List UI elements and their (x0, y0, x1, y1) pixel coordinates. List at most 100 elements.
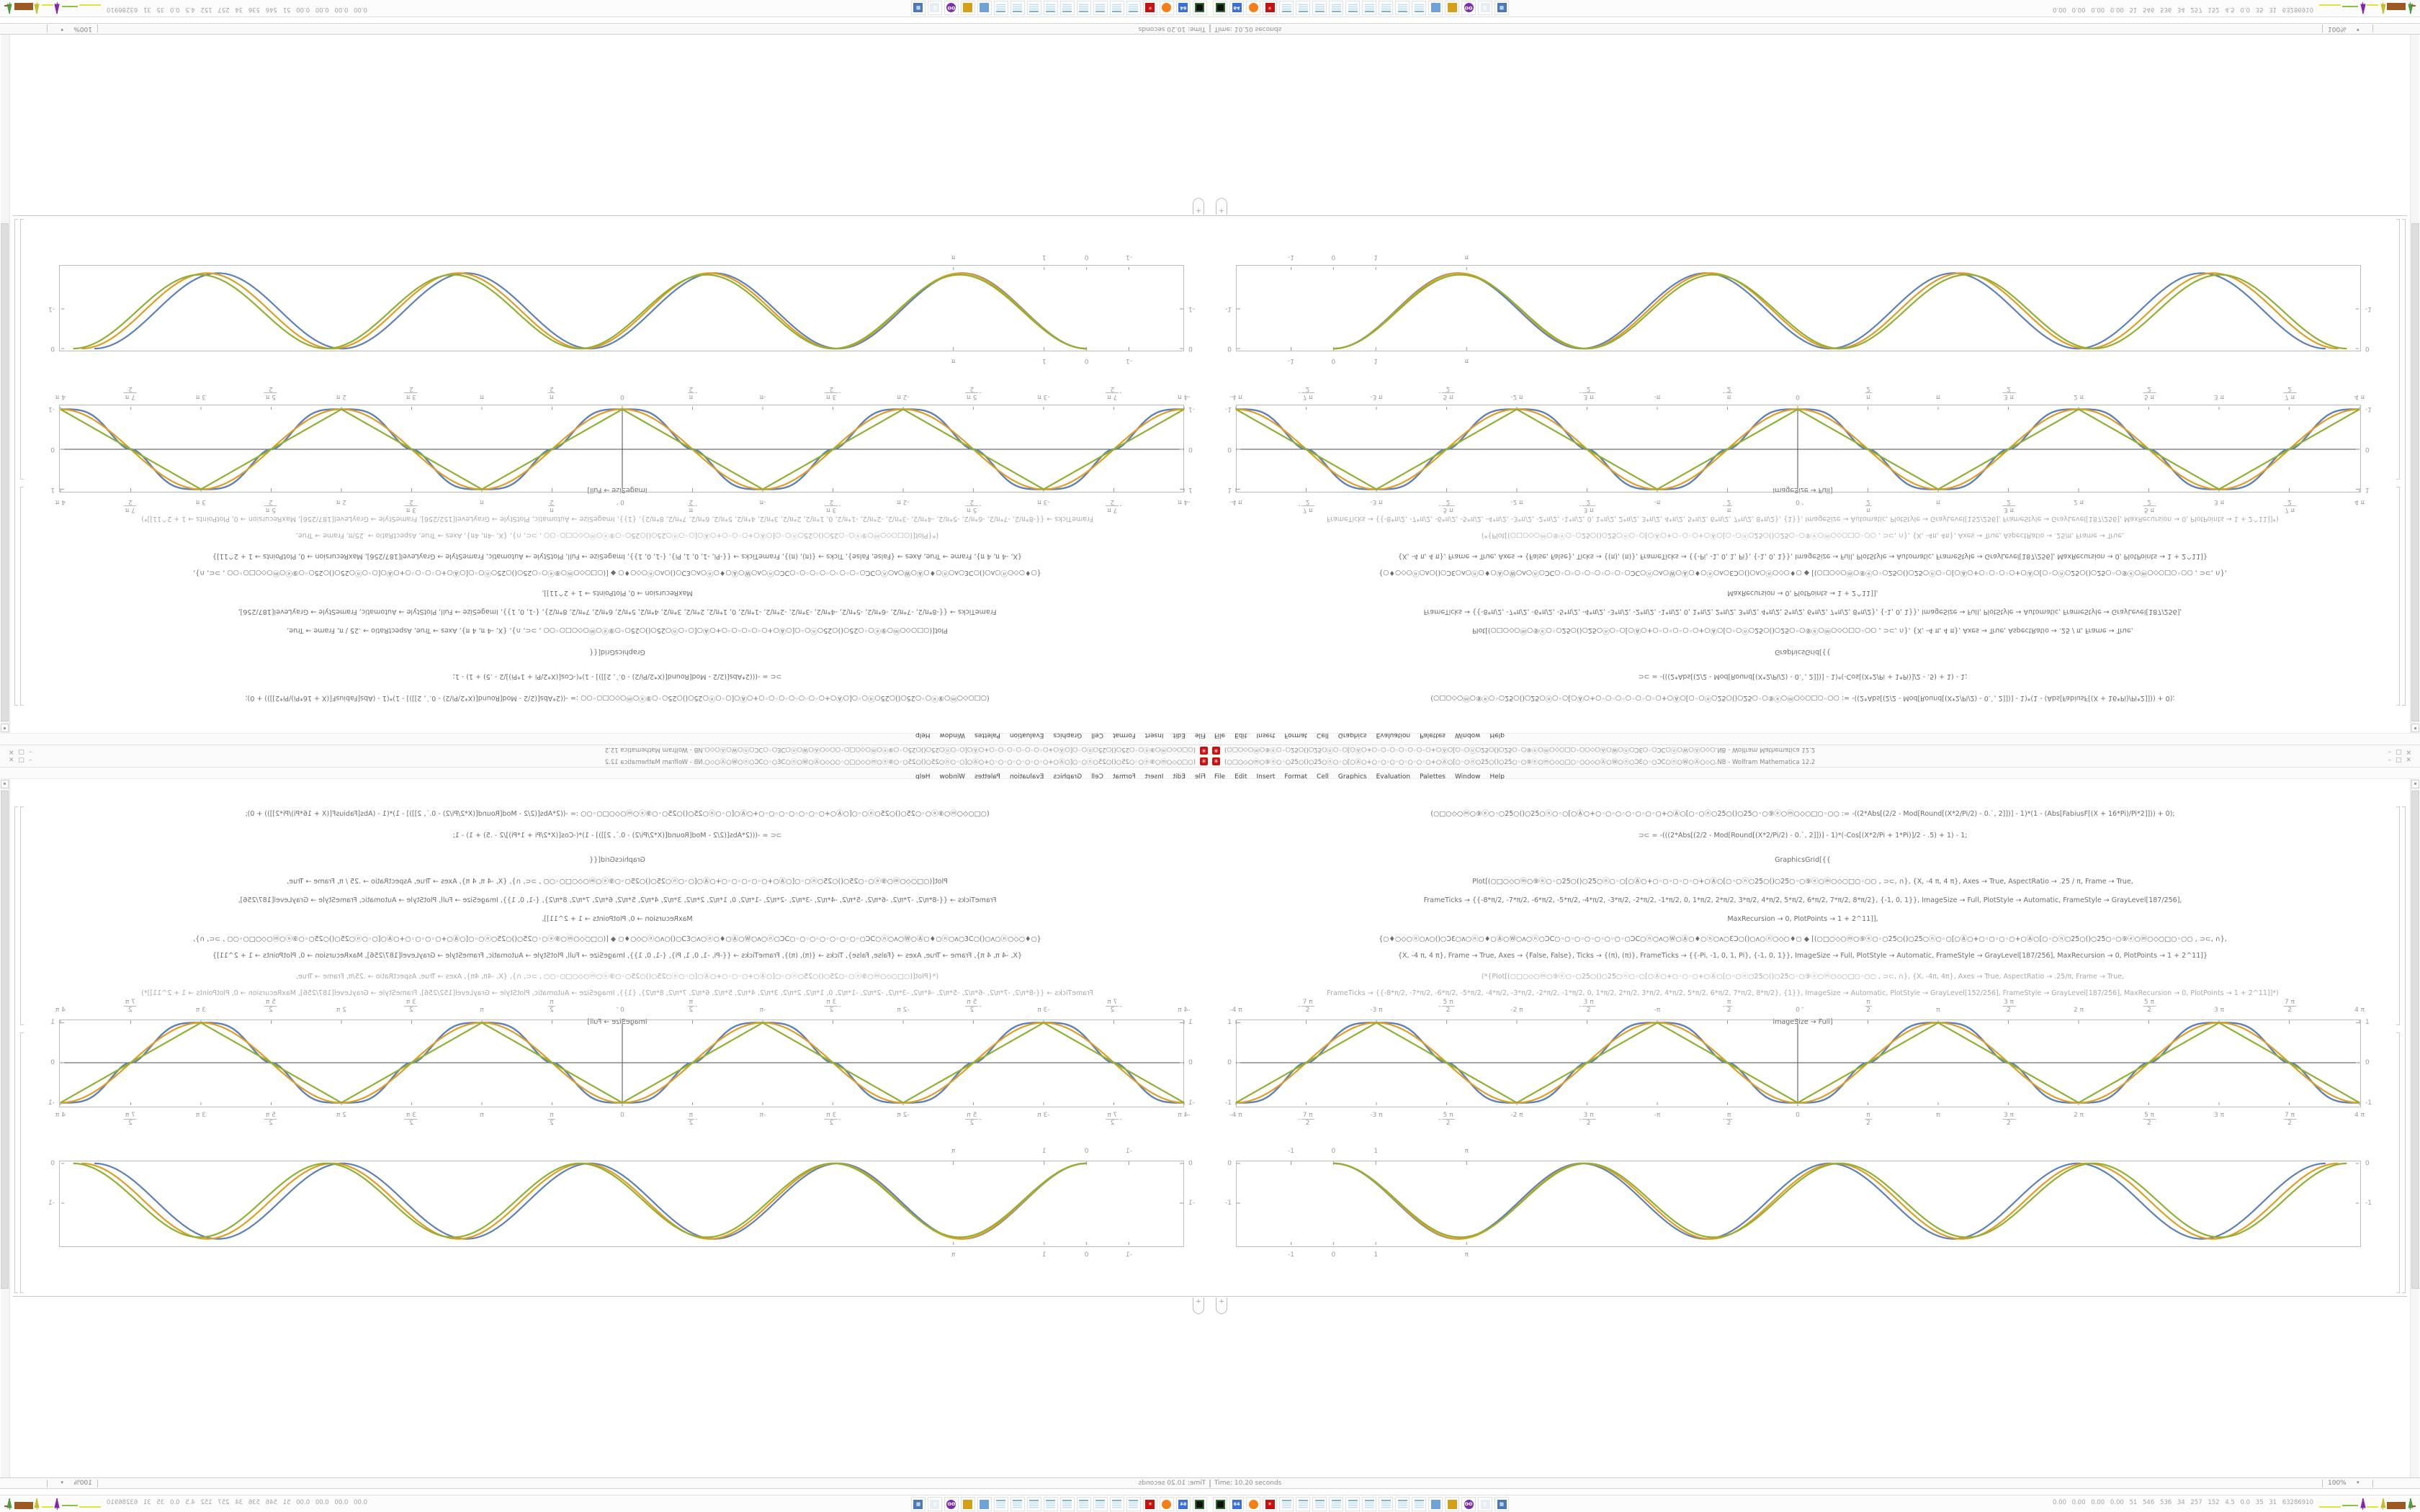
menu-item-insert[interactable]: Insert (1256, 773, 1276, 780)
window-title-bar[interactable]: ✳ (○□○◇○ⓜ○⑨ⓔ○◦○25○()○25○ⓝ○◦○[○Ⓐ○+○◦○◦○◦○… (1210, 756, 2420, 768)
notepad-icon[interactable] (1110, 1, 1124, 15)
notepad-icon[interactable] (1379, 1497, 1393, 1511)
scrollbar-up-icon[interactable]: ▪ (1, 780, 9, 788)
minimize-button[interactable]: – (24, 748, 32, 755)
scroll-icon[interactable]: ≣ (1478, 1497, 1492, 1511)
menu-item-format[interactable]: Format (1284, 773, 1308, 780)
folder-icon[interactable] (961, 1, 975, 15)
mathematica-icon[interactable]: ✳ (1263, 1, 1277, 15)
folder-icon[interactable] (1445, 1497, 1459, 1511)
menu-item-help[interactable]: Help (1489, 773, 1505, 780)
cell-bracket-output[interactable] (2396, 1032, 2400, 1293)
minimize-button[interactable]: – (2388, 757, 2396, 764)
cell-insertion-plus-icon[interactable]: + (1193, 198, 1204, 215)
monitor-icon[interactable] (977, 1, 992, 15)
cell-insertion-plus-icon[interactable]: + (1216, 1297, 1227, 1314)
notepad-icon[interactable] (1044, 1, 1058, 15)
notepad-icon[interactable] (1126, 1, 1141, 15)
notepad-icon[interactable] (994, 1497, 1008, 1511)
monitor-icon[interactable] (977, 1497, 992, 1511)
floppy-64-icon[interactable]: 64 (1229, 1497, 1244, 1511)
mathematica-icon[interactable]: ✳ (1263, 1497, 1277, 1511)
maximize-button[interactable]: ▢ (2395, 748, 2406, 755)
notepad-icon[interactable] (1345, 1497, 1360, 1511)
notepad-icon[interactable] (1412, 1497, 1426, 1511)
monitor-icon[interactable] (1428, 1497, 1443, 1511)
zoom-level-value[interactable]: 100% (73, 25, 92, 32)
cell-insertion-line[interactable] (13, 1296, 1210, 1297)
notepad-icon[interactable] (1027, 1497, 1041, 1511)
mathematica-icon[interactable]: ✳ (1143, 1497, 1157, 1511)
scroll-icon[interactable]: ≣ (928, 1, 942, 15)
floppy-64-icon[interactable]: 64 (1229, 1, 1244, 15)
gameboy-emulator-icon[interactable] (1193, 1, 1207, 15)
notebook-scrollbar[interactable]: ▪ (2410, 35, 2419, 733)
code-line[interactable]: (○□○◇○ⓜ○⑨ⓔ○◦○25○()○25○ⓝ○◦○[○Ⓐ○+○◦○◦○◦○◦○… (1430, 810, 2175, 818)
code-line[interactable]: {○♦○◇○ⓝ○ʌ○()○ƆƐ○ʌ○ⓝ○♦○Ⓐ○Ⓦ○ʌ○ⓝ○ƆC○◦○◦○◦○◦… (1379, 935, 2227, 943)
notepad-icon[interactable] (994, 1, 1008, 15)
close-button[interactable]: ✕ (2406, 748, 2416, 755)
notepad-icon[interactable] (1126, 1497, 1141, 1511)
cell-bracket-group[interactable] (2402, 806, 2406, 1293)
menu-item-window[interactable]: Window (1454, 773, 1481, 780)
scrollbar-up-icon[interactable]: ▪ (1, 724, 9, 732)
zoom-level-value[interactable]: 100% (2328, 25, 2347, 32)
close-button[interactable]: ✕ (4, 748, 14, 755)
gameboy-emulator-icon[interactable] (1193, 1497, 1207, 1511)
scrollbar-thumb[interactable] (1, 223, 9, 721)
notepad-icon[interactable] (1362, 1497, 1376, 1511)
minimize-button[interactable]: – (24, 757, 32, 764)
mathematica-icon[interactable]: ✳ (1143, 1, 1157, 15)
zoom-level-value[interactable]: 100% (73, 1480, 92, 1487)
notebook-scrollbar[interactable]: ▪ (2410, 779, 2419, 1477)
code-line[interactable]: FrameTicks → {{-8*π/2, -7*π/2, -6*π/2, -… (1327, 989, 2279, 997)
menu-item-cell[interactable]: Cell (1317, 773, 1329, 780)
window-title-bar[interactable]: ✳ (○□○◇○ⓜ○⑨ⓔ○◦○25○()○25○ⓝ○◦○[○Ⓐ○+○◦○◦○◦○… (0, 744, 1210, 756)
notepad-icon[interactable] (1312, 1497, 1327, 1511)
folder-icon[interactable] (961, 1497, 975, 1511)
cell-bracket-code[interactable] (2396, 806, 2400, 1025)
zoom-caret-icon[interactable]: ▾ (2357, 1480, 2360, 1485)
maximize-button[interactable]: ▢ (2395, 757, 2406, 764)
cell-insertion-plus-icon[interactable]: + (1216, 198, 1227, 215)
maximize-button[interactable]: ▢ (14, 757, 25, 764)
notepad-icon[interactable] (1362, 1, 1376, 15)
notebook-area[interactable]: + (○□○◇○ⓜ○⑨ⓔ○◦○25○()○25○ⓝ○◦○[○Ⓐ○+○◦○◦○◦○… (0, 779, 1210, 1477)
close-button[interactable]: ✕ (4, 757, 14, 764)
notepad-icon[interactable] (1329, 1, 1343, 15)
window-icon[interactable]: ▦ (1494, 1, 1509, 15)
menu-item-graphics[interactable]: Graphics (1337, 773, 1367, 780)
cell-insertion-line[interactable] (13, 215, 1210, 216)
monitor-icon[interactable] (1428, 1, 1443, 15)
menu-item-palettes[interactable]: Palettes (1420, 773, 1446, 780)
scrollbar-up-icon[interactable]: ▪ (2411, 780, 2419, 788)
code-line[interactable]: GraphicsGrid[{{ (1775, 856, 1831, 864)
window-icon[interactable]: ▦ (1494, 1497, 1509, 1511)
cell-insertion-plus-icon[interactable]: + (1193, 1297, 1204, 1314)
notepad-icon[interactable] (1077, 1497, 1091, 1511)
notepad-icon[interactable] (1027, 1, 1041, 15)
notepad-icon[interactable] (1077, 1, 1091, 15)
owl-icon[interactable]: ʘʘ (944, 1, 959, 15)
code-line[interactable]: (*{Plot[(○□○◇○ⓜ○⑨ⓔ○◦○25○()○25○ⓝ○◦○[○Ⓐ○+○… (1481, 973, 2125, 981)
zoom-level-value[interactable]: 100% (2328, 1480, 2347, 1487)
cell-insertion-line[interactable] (1210, 1296, 2407, 1297)
floppy-64-icon[interactable]: 64 (1176, 1, 1191, 15)
notepad-icon[interactable] (1010, 1, 1025, 15)
zoom-caret-icon[interactable]: ▾ (60, 1480, 63, 1485)
code-line[interactable]: FrameTicks → {{-8*π/2, -7*π/2, -6*π/2, -… (1423, 896, 2182, 904)
firefox-icon[interactable] (1246, 1497, 1260, 1511)
notepad-icon[interactable] (1060, 1497, 1075, 1511)
scrollbar-up-icon[interactable]: ▪ (2411, 724, 2419, 732)
firefox-icon[interactable] (1246, 1, 1260, 15)
notebook-area[interactable]: + (○□○◇○ⓜ○⑨ⓔ○◦○25○()○25○ⓝ○◦○[○Ⓐ○+○◦○◦○◦○… (0, 35, 1210, 733)
code-line[interactable]: ⊃⊂ = -(((2*Abs[(2/2 - Mod[Round[(X*2/Pi/… (1638, 832, 1968, 840)
notepad-icon[interactable] (1312, 1, 1327, 15)
scroll-icon[interactable]: ≣ (928, 1497, 942, 1511)
notepad-icon[interactable] (1296, 1, 1310, 15)
notepad-icon[interactable] (1093, 1497, 1108, 1511)
window-title-bar[interactable]: ✳ (○□○◇○ⓜ○⑨ⓔ○◦○25○()○25○ⓝ○◦○[○Ⓐ○+○◦○◦○◦○… (1210, 744, 2420, 756)
window-title-bar[interactable]: ✳ (○□○◇○ⓜ○⑨ⓔ○◦○25○()○25○ⓝ○◦○[○Ⓐ○+○◦○◦○◦○… (0, 756, 1210, 768)
window-icon[interactable]: ▦ (911, 1497, 926, 1511)
notebook-scrollbar[interactable]: ▪ (1, 35, 10, 733)
